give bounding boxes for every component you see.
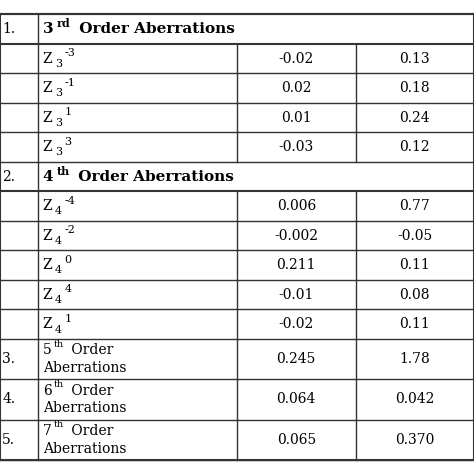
Text: 0.18: 0.18 bbox=[400, 81, 430, 95]
Text: 5.: 5. bbox=[2, 433, 15, 447]
Text: 0.211: 0.211 bbox=[276, 258, 316, 272]
Text: -0.05: -0.05 bbox=[397, 228, 432, 243]
Text: 4: 4 bbox=[55, 295, 62, 305]
Text: Order: Order bbox=[67, 383, 113, 398]
Text: 0.064: 0.064 bbox=[276, 392, 316, 406]
Text: 4: 4 bbox=[55, 236, 62, 246]
Text: 0.02: 0.02 bbox=[281, 81, 311, 95]
Text: 0.01: 0.01 bbox=[281, 110, 311, 125]
Text: Z: Z bbox=[43, 110, 52, 125]
Text: Order: Order bbox=[67, 343, 113, 357]
Text: Aberrations: Aberrations bbox=[43, 361, 126, 375]
Text: rd: rd bbox=[56, 18, 70, 29]
Text: Z: Z bbox=[43, 228, 52, 243]
Text: -0.02: -0.02 bbox=[279, 317, 314, 331]
Text: 0.11: 0.11 bbox=[400, 317, 430, 331]
Text: th: th bbox=[54, 380, 64, 389]
Text: 3: 3 bbox=[55, 118, 62, 128]
Text: 4: 4 bbox=[55, 207, 62, 217]
Text: -4: -4 bbox=[64, 196, 75, 206]
Text: -3: -3 bbox=[64, 48, 75, 58]
Text: 1.78: 1.78 bbox=[400, 352, 430, 366]
Text: 4: 4 bbox=[55, 265, 62, 275]
Text: Z: Z bbox=[43, 199, 52, 213]
Text: Aberrations: Aberrations bbox=[43, 401, 126, 415]
Text: Z: Z bbox=[43, 81, 52, 95]
Text: 1.: 1. bbox=[2, 22, 16, 36]
Text: 7: 7 bbox=[43, 424, 52, 438]
Text: 0.77: 0.77 bbox=[400, 199, 430, 213]
Text: th: th bbox=[56, 166, 70, 177]
Text: Order: Order bbox=[67, 424, 114, 438]
Text: 3: 3 bbox=[55, 88, 62, 98]
Text: 4.: 4. bbox=[2, 392, 16, 406]
Text: 1: 1 bbox=[64, 107, 72, 117]
Text: 0.12: 0.12 bbox=[400, 140, 430, 154]
Text: 0.042: 0.042 bbox=[395, 392, 435, 406]
Text: 0.006: 0.006 bbox=[277, 199, 316, 213]
Text: 2.: 2. bbox=[2, 170, 15, 183]
Text: Z: Z bbox=[43, 140, 52, 154]
Text: 1: 1 bbox=[64, 314, 72, 324]
Text: Z: Z bbox=[43, 258, 52, 272]
Text: Aberrations: Aberrations bbox=[43, 441, 126, 456]
Text: Z: Z bbox=[43, 317, 52, 331]
Text: Z: Z bbox=[43, 288, 52, 302]
Text: -0.002: -0.002 bbox=[274, 228, 318, 243]
Text: 4: 4 bbox=[55, 325, 62, 335]
Text: -2: -2 bbox=[64, 225, 75, 236]
Text: Order Aberrations: Order Aberrations bbox=[73, 170, 234, 183]
Text: 0.08: 0.08 bbox=[400, 288, 430, 302]
Text: -1: -1 bbox=[64, 78, 75, 88]
Text: 3: 3 bbox=[43, 22, 53, 36]
Text: -0.02: -0.02 bbox=[279, 52, 314, 65]
Text: Z: Z bbox=[43, 52, 52, 65]
Text: 0.370: 0.370 bbox=[395, 433, 435, 447]
Text: 0.11: 0.11 bbox=[400, 258, 430, 272]
Text: 4: 4 bbox=[43, 170, 53, 183]
Text: th: th bbox=[54, 420, 64, 429]
Text: 5: 5 bbox=[43, 343, 51, 357]
Text: 3.: 3. bbox=[2, 352, 15, 366]
Text: -0.03: -0.03 bbox=[279, 140, 314, 154]
Text: 0.065: 0.065 bbox=[277, 433, 316, 447]
Text: 3: 3 bbox=[64, 137, 72, 147]
Text: 0.13: 0.13 bbox=[400, 52, 430, 65]
Text: th: th bbox=[54, 340, 64, 349]
Text: 6: 6 bbox=[43, 383, 51, 398]
Text: Order Aberrations: Order Aberrations bbox=[74, 22, 235, 36]
Text: 0: 0 bbox=[64, 255, 72, 265]
Text: 3: 3 bbox=[55, 59, 62, 69]
Text: 3: 3 bbox=[55, 147, 62, 157]
Text: 0.245: 0.245 bbox=[276, 352, 316, 366]
Text: 4: 4 bbox=[64, 284, 72, 294]
Text: 0.24: 0.24 bbox=[400, 110, 430, 125]
Text: -0.01: -0.01 bbox=[279, 288, 314, 302]
